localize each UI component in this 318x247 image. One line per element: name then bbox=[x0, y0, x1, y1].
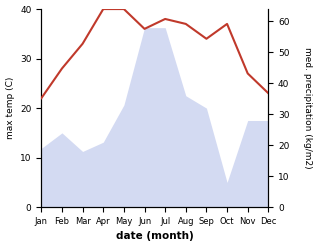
Y-axis label: med. precipitation (kg/m2): med. precipitation (kg/m2) bbox=[303, 47, 313, 169]
Y-axis label: max temp (C): max temp (C) bbox=[5, 77, 15, 139]
X-axis label: date (month): date (month) bbox=[116, 231, 194, 242]
